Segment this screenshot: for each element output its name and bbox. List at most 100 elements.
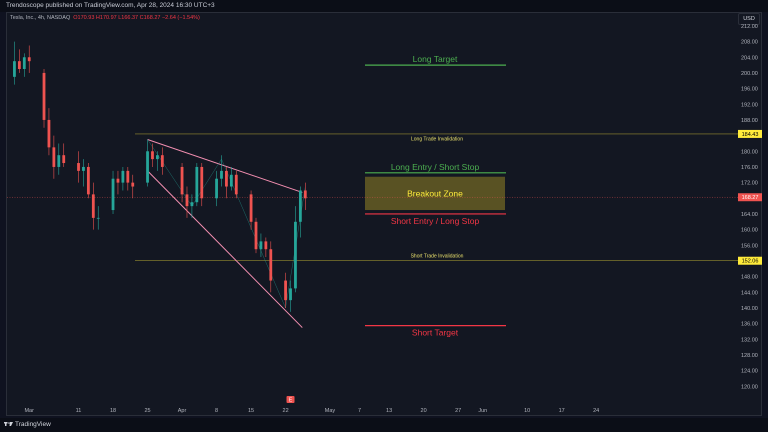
x-tick-label: 25 bbox=[144, 408, 150, 414]
candle-body bbox=[77, 163, 80, 171]
currency-button[interactable]: USD bbox=[738, 13, 760, 25]
candle-body bbox=[303, 190, 307, 199]
y-tick-label: 132.00 bbox=[741, 337, 758, 343]
y-tick-label: 172.00 bbox=[741, 181, 758, 187]
x-tick-label: May bbox=[325, 408, 336, 414]
current-price-label: 168.27 bbox=[742, 195, 759, 201]
candle-body bbox=[116, 178, 120, 183]
y-tick-label: 208.00 bbox=[741, 40, 758, 46]
level-label: Long Trade Invalidation bbox=[411, 136, 463, 142]
candle-body bbox=[215, 178, 218, 199]
candle-body bbox=[126, 170, 130, 183]
footer-brand: TradingView bbox=[15, 421, 51, 428]
footer-bar: TradingView bbox=[0, 418, 768, 432]
y-tick-label: 180.00 bbox=[741, 149, 758, 155]
level-label: Long Target bbox=[413, 54, 458, 64]
level-label: Short Entry / Long Stop bbox=[391, 216, 480, 226]
y-tick-label: 196.00 bbox=[741, 87, 758, 93]
wedge-trendline bbox=[147, 139, 303, 193]
y-tick-label: 124.00 bbox=[741, 369, 758, 375]
level-label: Long Entry / Short Stop bbox=[391, 162, 480, 172]
ohlc-values: O170.93 H170.97 L166.37 C168.27 −2.64 (−… bbox=[73, 15, 200, 21]
level-label: Short Target bbox=[412, 328, 459, 338]
price-tag bbox=[738, 129, 762, 138]
candle-body bbox=[185, 194, 189, 207]
candle-body bbox=[229, 174, 233, 187]
candle-body bbox=[259, 241, 263, 250]
x-tick-label: 27 bbox=[455, 408, 461, 414]
tradingview-logo-icon bbox=[4, 422, 13, 427]
earnings-marker-label: E bbox=[289, 398, 293, 404]
current-price-tag bbox=[738, 193, 762, 202]
candle-body bbox=[151, 151, 154, 160]
level-label: Short Trade Invalidation bbox=[411, 254, 464, 260]
candle-body bbox=[195, 166, 199, 203]
candle-body bbox=[131, 182, 135, 187]
candle-body bbox=[91, 194, 95, 218]
y-tick-label: 176.00 bbox=[741, 165, 758, 171]
price-tag bbox=[738, 256, 762, 265]
candle-body bbox=[269, 249, 273, 281]
wedge-trendline bbox=[147, 170, 303, 328]
published-banner: Trendoscope published on TradingView.com… bbox=[0, 0, 768, 12]
candle-body bbox=[180, 166, 184, 195]
candle-body bbox=[160, 155, 164, 167]
x-tick-label: 22 bbox=[283, 408, 289, 414]
candle-body bbox=[225, 170, 228, 187]
y-tick-label: 164.00 bbox=[741, 212, 758, 218]
candle-body bbox=[264, 241, 268, 250]
zigzag-line bbox=[147, 139, 306, 309]
candle-body bbox=[284, 280, 287, 301]
candle-body bbox=[13, 61, 16, 77]
x-tick-label: 18 bbox=[110, 408, 116, 414]
x-tick-label: 24 bbox=[593, 408, 599, 414]
candle-body bbox=[42, 72, 46, 120]
x-tick-label: 15 bbox=[248, 408, 254, 414]
candle-body bbox=[82, 166, 85, 171]
breakout-zone bbox=[365, 176, 505, 211]
y-tick-label: 120.00 bbox=[741, 384, 758, 390]
candle-body bbox=[289, 288, 292, 301]
candle-body bbox=[190, 202, 194, 207]
candle-body bbox=[294, 221, 297, 289]
price-chart[interactable]: 120.00 124.00 128.00 132.00 136.00 140.00 144.… bbox=[0, 0, 768, 418]
candle-body bbox=[156, 155, 159, 160]
price-tag-label: 184.43 bbox=[742, 132, 759, 138]
candle-body bbox=[121, 170, 125, 183]
candle-body bbox=[146, 151, 149, 183]
candle-body bbox=[47, 119, 51, 148]
y-tick-label: 204.00 bbox=[741, 55, 758, 61]
x-tick-label: Apr bbox=[178, 408, 187, 414]
candle-body bbox=[200, 166, 204, 199]
y-tick-label: 156.00 bbox=[741, 243, 758, 249]
y-tick-label: 160.00 bbox=[741, 228, 758, 234]
symbol-legend: Tesla, Inc., 4h, NASDAQ O170.93 H170.97 … bbox=[10, 15, 200, 21]
x-tick-label: 7 bbox=[358, 408, 361, 414]
y-tick-label: 140.00 bbox=[741, 306, 758, 312]
candle-body bbox=[57, 155, 61, 167]
x-tick-label: 17 bbox=[559, 408, 565, 414]
y-tick-label: 188.00 bbox=[741, 118, 758, 124]
x-tick-label: Mar bbox=[24, 408, 34, 414]
x-tick-label: 13 bbox=[386, 408, 392, 414]
candle-body bbox=[96, 217, 100, 219]
candle-body bbox=[220, 170, 223, 179]
breakout-zone-label: Breakout Zone bbox=[407, 188, 463, 198]
candle-body bbox=[111, 178, 115, 211]
candle-body bbox=[249, 194, 253, 222]
candle-body bbox=[254, 221, 258, 250]
x-tick-label: 11 bbox=[76, 408, 82, 414]
y-tick-label: 136.00 bbox=[741, 322, 758, 328]
candle-body bbox=[22, 57, 26, 70]
price-tag-label: 152.06 bbox=[742, 259, 759, 265]
candle-body bbox=[62, 155, 66, 164]
x-tick-label: 10 bbox=[524, 408, 530, 414]
candle-body bbox=[86, 166, 90, 195]
y-tick-label: 128.00 bbox=[741, 353, 758, 359]
symbol-name: Tesla, Inc., 4h, NASDAQ bbox=[10, 15, 71, 21]
candle-body bbox=[234, 174, 238, 195]
earnings-marker bbox=[286, 396, 295, 403]
y-tick-label: 192.00 bbox=[741, 102, 758, 108]
y-tick-label: 144.00 bbox=[741, 290, 758, 296]
y-tick-label: 212.00 bbox=[741, 24, 758, 30]
